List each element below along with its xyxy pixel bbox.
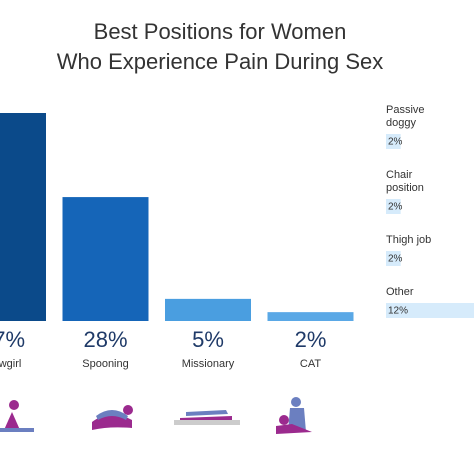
icon [0,428,34,432]
icon [9,400,19,410]
category-label: Passive [386,104,425,116]
icon [291,397,301,407]
bar [386,199,401,214]
category-label: Other [386,286,414,298]
category-label: Chair [386,169,413,181]
category-label: CAT [300,358,321,370]
icon [276,424,312,434]
icon [174,420,240,425]
chart-title: Who Experience Pain During Sex [57,49,384,74]
icons [0,397,312,434]
value-label: 5% [192,327,224,352]
bar [386,251,401,266]
bar [0,113,46,321]
chart-title: Best Positions for Women [94,19,347,44]
icon [92,414,132,430]
category-label: doggy [386,117,416,129]
value-label: 2% [388,137,403,148]
value-label: 2% [388,254,403,265]
value-label: 2% [388,202,403,213]
category-label: Thigh job [386,234,431,246]
icon [96,410,128,420]
icon [186,410,228,416]
category-label: Missionary [182,358,235,370]
category-label: Cowgirl [0,358,21,370]
icon [279,415,289,425]
bar [386,303,474,318]
bar [267,312,354,321]
bar [62,197,149,321]
category-label: position [386,182,424,194]
value-label: 12% [388,306,408,317]
bar [386,134,401,149]
value-label: 2% [295,327,327,352]
category-label: Spooning [82,358,129,370]
bar [165,298,251,321]
icon [123,405,133,415]
value-label: 28% [83,327,127,352]
icon [180,416,232,420]
icon [4,412,20,430]
value-label: 47% [0,327,25,352]
